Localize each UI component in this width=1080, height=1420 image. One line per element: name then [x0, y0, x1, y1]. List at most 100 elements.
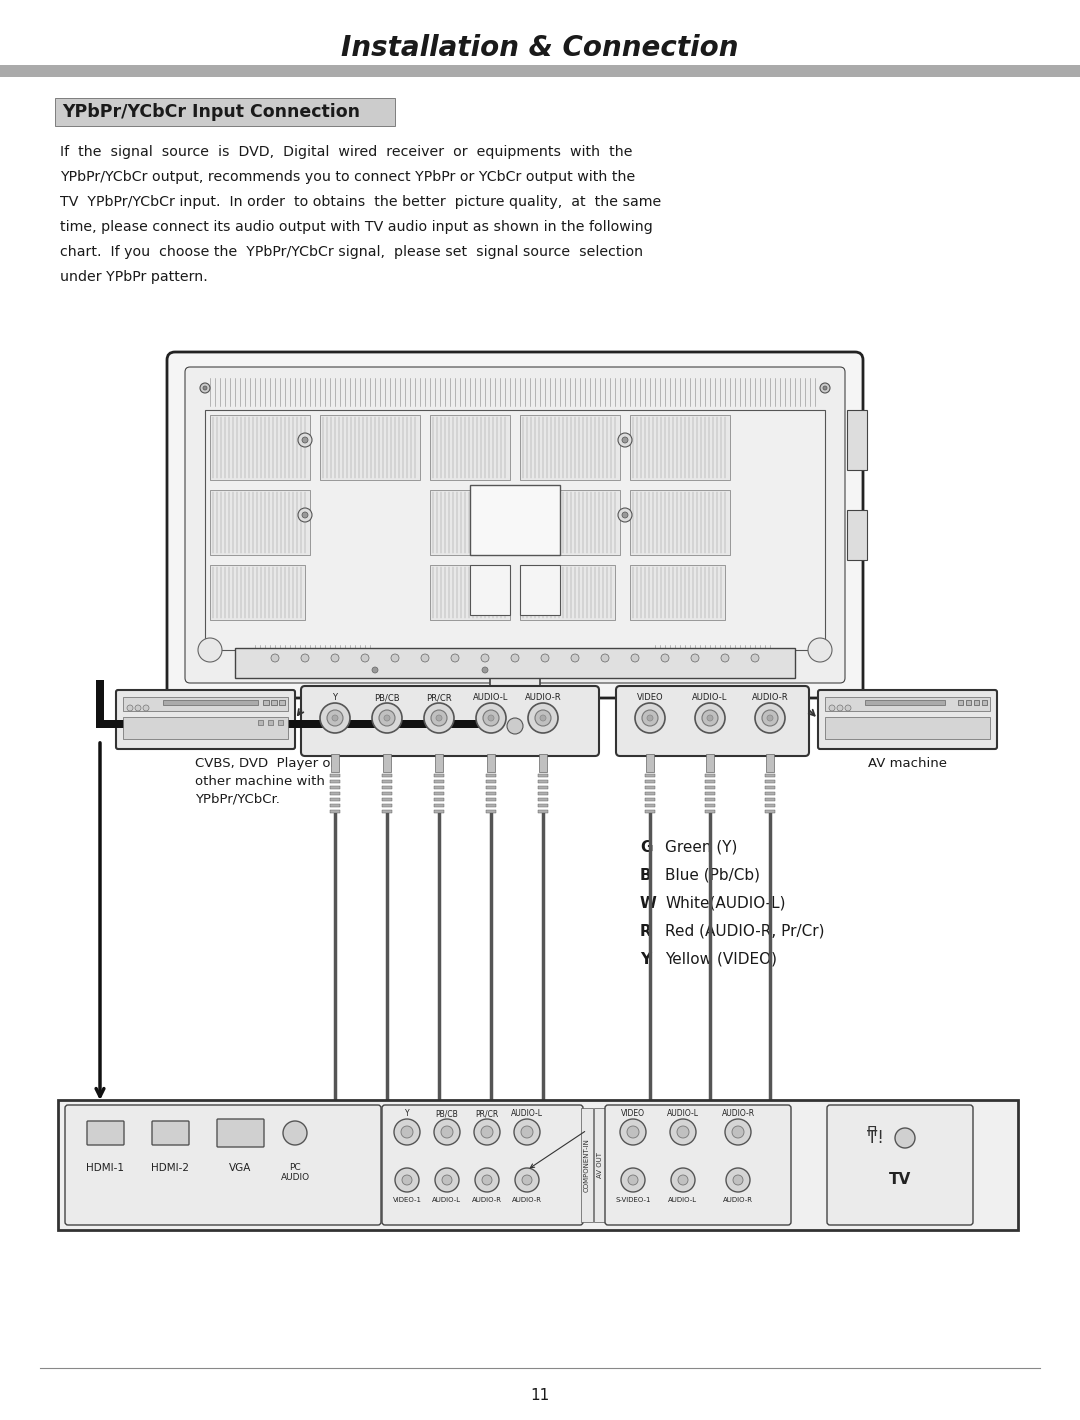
FancyBboxPatch shape — [825, 717, 990, 738]
FancyBboxPatch shape — [705, 798, 715, 801]
FancyBboxPatch shape — [271, 700, 276, 704]
FancyBboxPatch shape — [382, 774, 392, 777]
Text: AUDIO-R: AUDIO-R — [472, 1197, 502, 1203]
Circle shape — [442, 1174, 453, 1186]
Text: B: B — [640, 868, 651, 883]
Circle shape — [481, 655, 489, 662]
FancyBboxPatch shape — [818, 690, 997, 748]
FancyBboxPatch shape — [210, 490, 310, 555]
Text: YPbPr/YCbCr output, recommends you to connect YPbPr or YCbCr output with the: YPbPr/YCbCr output, recommends you to co… — [60, 170, 635, 185]
FancyBboxPatch shape — [330, 754, 339, 772]
Circle shape — [424, 703, 454, 733]
FancyBboxPatch shape — [434, 792, 444, 795]
Circle shape — [283, 1120, 307, 1145]
Circle shape — [671, 1169, 696, 1191]
Circle shape — [732, 1126, 744, 1137]
Circle shape — [441, 1126, 453, 1137]
Text: YPbPr/YCbCr Input Connection: YPbPr/YCbCr Input Connection — [62, 104, 360, 121]
FancyBboxPatch shape — [210, 565, 305, 621]
FancyBboxPatch shape — [966, 700, 971, 704]
Circle shape — [330, 655, 339, 662]
FancyBboxPatch shape — [434, 809, 444, 814]
FancyBboxPatch shape — [58, 1100, 1018, 1230]
FancyBboxPatch shape — [519, 565, 615, 621]
Text: PR/CR: PR/CR — [475, 1109, 499, 1119]
Text: G: G — [640, 841, 652, 855]
Circle shape — [528, 703, 558, 733]
Circle shape — [436, 716, 442, 721]
Text: AUDIO-L: AUDIO-L — [511, 1109, 543, 1119]
Circle shape — [298, 508, 312, 523]
FancyBboxPatch shape — [538, 780, 548, 782]
FancyBboxPatch shape — [65, 1105, 381, 1225]
FancyBboxPatch shape — [167, 352, 863, 699]
FancyBboxPatch shape — [268, 720, 273, 726]
Circle shape — [379, 710, 395, 726]
Circle shape — [620, 1119, 646, 1145]
Text: AUDIO-R: AUDIO-R — [752, 693, 788, 703]
Circle shape — [622, 513, 627, 518]
Circle shape — [661, 655, 669, 662]
FancyBboxPatch shape — [435, 754, 443, 772]
Circle shape — [631, 655, 639, 662]
Text: TV  YPbPr/YCbCr input.  In order  to obtains  the better  picture quality,  at  : TV YPbPr/YCbCr input. In order to obtain… — [60, 195, 661, 209]
Circle shape — [808, 638, 832, 662]
FancyBboxPatch shape — [210, 415, 310, 480]
Circle shape — [361, 655, 369, 662]
Circle shape — [384, 716, 390, 721]
FancyBboxPatch shape — [486, 792, 496, 795]
Text: AUDIO-L: AUDIO-L — [432, 1197, 461, 1203]
Circle shape — [301, 655, 309, 662]
Text: AUDIO-L: AUDIO-L — [692, 693, 728, 703]
FancyBboxPatch shape — [705, 792, 715, 795]
FancyBboxPatch shape — [430, 565, 510, 621]
FancyBboxPatch shape — [382, 804, 392, 807]
Circle shape — [488, 716, 494, 721]
Text: Installation & Connection: Installation & Connection — [341, 34, 739, 62]
FancyBboxPatch shape — [330, 798, 340, 801]
FancyBboxPatch shape — [974, 700, 978, 704]
Circle shape — [829, 704, 835, 711]
Text: AUDIO-L: AUDIO-L — [473, 693, 509, 703]
Circle shape — [203, 386, 207, 390]
FancyBboxPatch shape — [96, 720, 501, 728]
FancyBboxPatch shape — [430, 415, 510, 480]
FancyBboxPatch shape — [123, 697, 288, 711]
Text: Blue (Pb/Cb): Blue (Pb/Cb) — [665, 868, 760, 883]
FancyBboxPatch shape — [264, 700, 269, 704]
FancyBboxPatch shape — [87, 1120, 124, 1145]
FancyBboxPatch shape — [705, 804, 715, 807]
FancyBboxPatch shape — [434, 780, 444, 782]
Text: T!: T! — [866, 1129, 883, 1147]
Circle shape — [702, 710, 718, 726]
FancyBboxPatch shape — [434, 798, 444, 801]
Text: AUDIO-R: AUDIO-R — [525, 693, 562, 703]
FancyBboxPatch shape — [330, 804, 340, 807]
Text: AUDIO-L: AUDIO-L — [667, 1109, 699, 1119]
Circle shape — [622, 437, 627, 443]
FancyBboxPatch shape — [827, 1105, 973, 1225]
FancyBboxPatch shape — [0, 65, 1080, 77]
FancyBboxPatch shape — [958, 700, 963, 704]
Circle shape — [435, 1169, 459, 1191]
FancyBboxPatch shape — [55, 98, 395, 126]
FancyBboxPatch shape — [765, 787, 775, 790]
Text: 11: 11 — [530, 1387, 550, 1403]
Circle shape — [571, 655, 579, 662]
Circle shape — [474, 1119, 500, 1145]
Circle shape — [726, 1169, 750, 1191]
FancyBboxPatch shape — [382, 1105, 583, 1225]
FancyBboxPatch shape — [382, 780, 392, 782]
Circle shape — [372, 703, 402, 733]
Text: AUDIO-R: AUDIO-R — [721, 1109, 755, 1119]
FancyBboxPatch shape — [116, 690, 295, 748]
Text: HDMI-2: HDMI-2 — [151, 1163, 189, 1173]
Text: AUDIO-R: AUDIO-R — [723, 1197, 753, 1203]
Circle shape — [481, 1126, 492, 1137]
Circle shape — [823, 386, 827, 390]
Circle shape — [677, 1126, 689, 1137]
FancyBboxPatch shape — [538, 787, 548, 790]
FancyBboxPatch shape — [330, 792, 340, 795]
FancyBboxPatch shape — [630, 490, 730, 555]
FancyBboxPatch shape — [705, 774, 715, 777]
